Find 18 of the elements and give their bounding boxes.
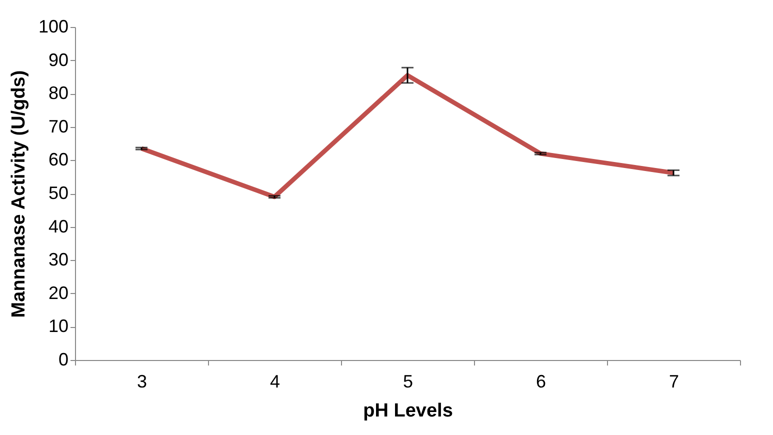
y-axis-title: Mannanase Activity (U/gds) <box>8 70 30 318</box>
y-tick-label: 50 <box>48 183 68 203</box>
y-tick-label: 30 <box>48 250 68 270</box>
y-tick-label: 70 <box>48 116 68 136</box>
y-tick-label: 10 <box>48 316 68 336</box>
x-axis-title: pH Levels <box>363 400 453 422</box>
x-tick-label: 3 <box>136 372 148 392</box>
y-tick-label: 60 <box>48 150 68 170</box>
x-tick-label: 5 <box>402 372 414 392</box>
y-tick-label: 100 <box>38 16 68 36</box>
x-tick-label: 6 <box>536 372 546 392</box>
y-tick-label: 0 <box>58 350 68 370</box>
y-tick-label: 80 <box>48 83 68 104</box>
y-tick-label: 90 <box>48 50 68 70</box>
x-tick-label: 7 <box>668 372 680 392</box>
y-tick-label: 20 <box>48 282 68 303</box>
x-tick-label: 4 <box>270 372 280 392</box>
y-tick-label: 40 <box>48 216 68 236</box>
